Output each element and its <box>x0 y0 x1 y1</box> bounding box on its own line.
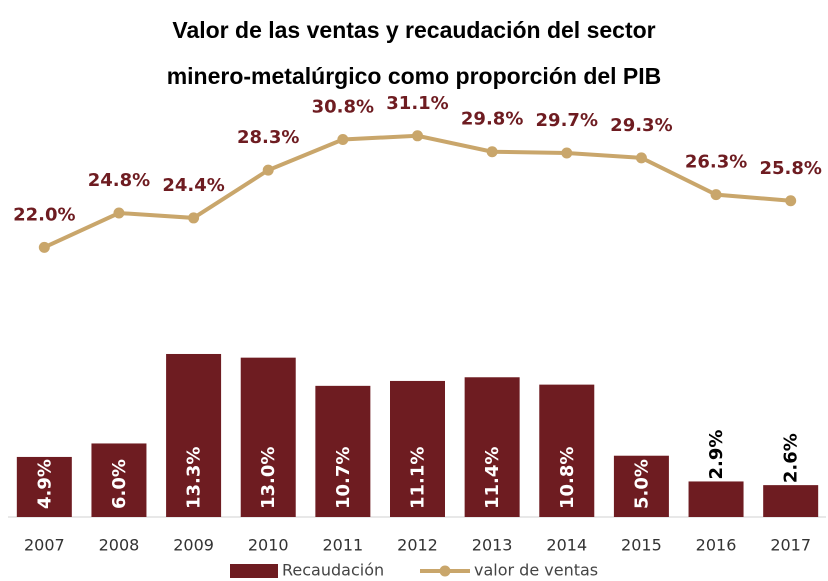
line-label: 24.8% <box>88 170 150 191</box>
bar-label: 13.0% <box>258 447 279 509</box>
bar <box>688 481 744 517</box>
x-tick-label: 2012 <box>397 536 438 555</box>
line-marker <box>785 195 797 207</box>
chart-title: minero-metalúrgico como proporción del P… <box>167 63 662 89</box>
line-label: 29.3% <box>610 115 672 136</box>
line-marker <box>412 130 423 142</box>
x-tick-label: 2011 <box>323 536 364 555</box>
bar <box>16 456 72 517</box>
line-label: 29.7% <box>536 110 598 131</box>
x-tick-label: 2010 <box>248 536 289 555</box>
bar <box>763 485 819 517</box>
line-marker <box>486 146 498 158</box>
chart-title: Valor de las ventas y recaudación del se… <box>172 17 655 43</box>
line-marker <box>262 164 274 176</box>
x-tick-label: 2015 <box>621 536 662 555</box>
line-label: 26.3% <box>685 152 747 173</box>
bar <box>613 455 669 517</box>
line-marker <box>38 241 50 253</box>
line-label: 29.8% <box>461 109 523 130</box>
legend-swatch <box>230 564 278 578</box>
bar-label: 5.0% <box>631 459 652 509</box>
line <box>43 133 791 250</box>
line-label: 31.1% <box>386 93 448 114</box>
line-marker <box>188 212 200 224</box>
line-marker <box>635 152 647 164</box>
line-marker <box>337 133 349 145</box>
line-label: 30.8% <box>312 96 374 117</box>
bar-label: 10.8% <box>557 447 578 509</box>
bar-label: 2.6% <box>781 433 802 483</box>
bar-label: 11.4% <box>482 447 503 509</box>
bar <box>240 357 296 517</box>
line-label: 22.0% <box>13 204 75 225</box>
bar-label: 2.9% <box>706 430 727 480</box>
bar <box>166 353 222 517</box>
x-tick-label: 2017 <box>770 536 811 555</box>
bar-label: 4.9% <box>34 459 55 509</box>
x-tick-label: 2007 <box>24 536 65 555</box>
line-label: 28.3% <box>237 127 299 148</box>
legend-label: valor de ventas <box>474 561 598 580</box>
bar-label: 10.7% <box>333 447 354 509</box>
line-label: 25.8% <box>759 158 821 179</box>
bar <box>91 443 147 517</box>
line-marker <box>113 207 125 219</box>
bar <box>390 380 445 517</box>
x-tick-label: 2008 <box>99 536 140 555</box>
x-tick-label: 2013 <box>472 536 513 555</box>
line-marker <box>561 147 573 159</box>
legend-label: Recaudación <box>282 561 384 580</box>
bar-label: 6.0% <box>109 459 130 509</box>
bar <box>539 384 595 517</box>
line-label: 24.4% <box>162 175 224 196</box>
legend-swatch <box>439 565 451 577</box>
bar-label: 11.1% <box>408 447 429 509</box>
bar <box>464 377 520 517</box>
bar <box>315 385 371 517</box>
x-tick-label: 2014 <box>546 536 587 555</box>
x-tick-label: 2009 <box>173 536 214 555</box>
line-marker <box>710 189 722 201</box>
x-tick-label: 2016 <box>696 536 737 555</box>
bar-label: 13.3% <box>184 447 205 509</box>
